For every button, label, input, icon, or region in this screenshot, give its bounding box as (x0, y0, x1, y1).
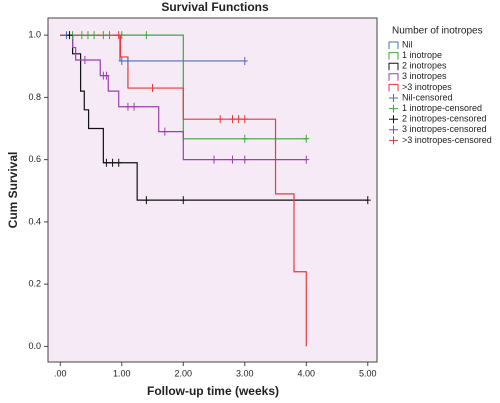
x-tick-label: 4.00 (298, 368, 316, 378)
plot-area (47, 17, 378, 363)
censor-mark (364, 196, 371, 205)
x-tick-label: 1.00 (113, 368, 131, 378)
censor-mark (103, 71, 110, 80)
y-tick-label: 0.0 (28, 341, 41, 351)
legend-swatch (389, 104, 398, 113)
x-axis-label: Follow-up time (weeks) (147, 384, 279, 398)
legend-label: 3 inotropes (402, 71, 447, 81)
legend-swatch (389, 136, 398, 145)
legend-label: 2 inotropes (402, 61, 447, 71)
legend-title: Number of inotropes (392, 26, 483, 37)
censor-mark (124, 102, 131, 111)
survival-line (60, 34, 307, 161)
y-axis-label: Cum Survival (6, 152, 20, 229)
x-tick-label: 3.00 (236, 368, 254, 378)
censor-mark (211, 155, 218, 164)
survival-line (60, 34, 307, 347)
legend-label: 2 inotropes-censored (402, 114, 487, 124)
censor-mark (124, 56, 131, 65)
censor-mark (66, 31, 73, 40)
censor-mark (118, 56, 125, 65)
censor-mark (100, 31, 107, 40)
legend-label: Nil (402, 39, 413, 49)
censor-mark (229, 115, 236, 124)
legend-label: 1 inotrope (402, 50, 442, 60)
y-tick-label: 0.2 (28, 279, 41, 289)
y-tick-label: 1.0 (28, 29, 41, 39)
censor-mark (143, 31, 150, 40)
legend-swatch (388, 83, 399, 92)
survival-line (60, 34, 368, 201)
chart-title: Survival Functions (161, 0, 269, 14)
censor-mark (106, 31, 113, 40)
x-tick-label: 2.00 (175, 368, 193, 378)
y-tick-label: 0.8 (28, 92, 41, 102)
censor-mark (115, 158, 122, 167)
legend-swatch (388, 73, 399, 81)
censor-mark (235, 115, 242, 124)
censor-mark (161, 127, 168, 136)
censor-mark (109, 158, 116, 167)
legend-swatch (388, 41, 399, 49)
legend-label: 1 inotrope-censored (402, 103, 482, 113)
censor-mark (180, 196, 187, 205)
censor-mark (217, 115, 224, 124)
censor-mark (115, 31, 122, 40)
legend-label: Nil-censored (402, 92, 453, 102)
censor-mark (241, 155, 248, 164)
x-tick-label: 5.00 (359, 368, 377, 378)
censor-mark (241, 56, 248, 65)
censor-mark (229, 155, 236, 164)
censor-mark (84, 31, 91, 40)
censor-mark (81, 56, 88, 65)
y-tick-label: 0.4 (28, 216, 41, 226)
censor-mark (143, 196, 150, 205)
censor-mark (149, 84, 156, 93)
x-tick-label: .00 (54, 368, 67, 378)
y-tick-label: 0.6 (28, 154, 41, 164)
legend-swatch (389, 94, 398, 102)
legend-swatch (389, 115, 398, 124)
legend-swatch (389, 125, 398, 134)
censor-mark (241, 115, 248, 124)
censor-mark (103, 158, 110, 167)
legend-label: >3 inotropes (402, 82, 452, 92)
legend-swatch (388, 52, 399, 60)
legend-label: 3 inotropes-censored (402, 124, 487, 134)
legend-label: >3 inotropes-censored (402, 135, 492, 145)
censor-mark (78, 31, 85, 40)
censor-mark (131, 102, 138, 111)
censor-mark (303, 134, 310, 143)
censor-mark (241, 134, 248, 143)
censor-mark (91, 31, 98, 40)
censor-mark (303, 155, 310, 164)
legend-swatch (388, 62, 399, 71)
